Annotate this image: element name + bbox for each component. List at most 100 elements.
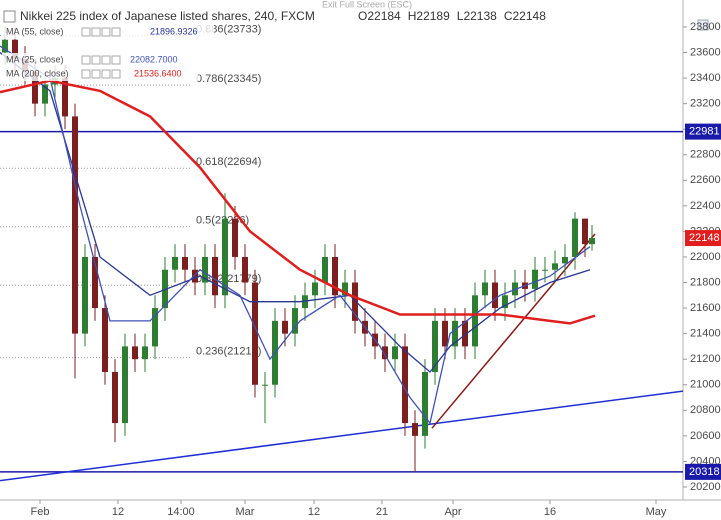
candle-body [232, 218, 238, 257]
symbol-icon [3, 10, 16, 23]
x-tick-label: May [646, 506, 667, 518]
x-tick-label: Feb [31, 506, 50, 518]
level-label: 22981 [689, 126, 720, 138]
candle-body [402, 346, 408, 424]
price-label: 22148 [689, 232, 720, 244]
candle-body [212, 256, 218, 296]
level-label: 20318 [689, 466, 720, 478]
candle-body [422, 371, 428, 436]
candle-body [462, 320, 468, 347]
legend-icon [91, 27, 101, 37]
candle-body [352, 282, 358, 321]
trendline [0, 390, 684, 482]
candle-body [32, 71, 38, 104]
candle-body [322, 256, 328, 283]
quote-key: L [457, 9, 464, 23]
y-tick-label: 23400 [690, 72, 721, 84]
legend-icon [111, 69, 121, 79]
y-tick-label: 21200 [690, 353, 721, 365]
legend-name: MA (25, close) [6, 54, 64, 64]
candle-body [502, 295, 508, 309]
y-tick-label: 20200 [690, 481, 721, 493]
x-tick-label: 12 [112, 506, 124, 518]
candle-body [172, 256, 178, 270]
y-tick-label: 23600 [690, 46, 721, 58]
y-tick-label: 22600 [690, 174, 721, 186]
y-tick-label: 23200 [690, 98, 721, 110]
candle-body [222, 218, 228, 296]
quote-value: 22148 [513, 9, 547, 23]
candle-body [42, 84, 48, 104]
legend-icon [81, 69, 91, 79]
candle-body [312, 282, 318, 296]
candle-body [532, 269, 538, 289]
quote-value: 22138 [463, 9, 497, 23]
y-tick-label: 22800 [690, 149, 721, 161]
legend-name: MA (55, close) [6, 26, 64, 36]
candle-body [82, 256, 88, 334]
candle-body [382, 346, 388, 360]
legend-icon [91, 55, 101, 65]
legend-name: MA (200, close) [6, 68, 69, 78]
candle-body [412, 423, 418, 436]
candle-body [142, 346, 148, 360]
y-tick-label: 21600 [690, 302, 721, 314]
candle-body [102, 308, 108, 372]
legend-value: 21896.9326 [150, 26, 198, 36]
legend-value: 21536.6400 [134, 68, 182, 78]
legend-icon [81, 27, 91, 37]
candle-body [442, 320, 448, 347]
legend-icon [101, 69, 111, 79]
candle-body [292, 308, 298, 334]
trendline [431, 233, 596, 429]
y-tick-label: 20600 [690, 430, 721, 442]
candle-body [392, 346, 398, 360]
y-tick-label: 23800 [690, 21, 721, 33]
candle-body [252, 282, 258, 385]
legend-icon [101, 27, 111, 37]
candle-body [452, 320, 458, 347]
y-tick-label: 21800 [690, 276, 721, 288]
candle-body [582, 218, 588, 245]
candle-body [552, 263, 558, 270]
candle-body [2, 39, 8, 53]
candle-body [589, 238, 595, 245]
candle-body [152, 308, 158, 347]
candle-body [92, 256, 98, 309]
candle-body [562, 256, 568, 264]
candle-body [132, 346, 138, 360]
candle-body [262, 384, 268, 386]
candle-body [12, 39, 18, 59]
candle-body [62, 78, 68, 117]
x-tick-label: Mar [236, 506, 255, 518]
fib-label: 0.236(21212) [196, 346, 261, 358]
y-tick-label: 20800 [690, 404, 721, 416]
quote-key: H [408, 9, 417, 23]
candle-body [542, 269, 548, 271]
x-tick-label: 12 [308, 506, 320, 518]
candle-body [122, 346, 128, 424]
chart-title: Nikkei 225 index of Japanese listed shar… [20, 9, 315, 23]
fib-label: 0.786(23345) [196, 73, 261, 85]
y-tick-label: 21000 [690, 379, 721, 391]
overlay: Nikkei 225 index of Japanese listed shar… [2, 0, 546, 81]
legend-icon [81, 55, 91, 65]
legend-value: 22082.7000 [130, 54, 178, 64]
x-tick-label: 14:00 [167, 506, 195, 518]
quote-key: C [504, 9, 513, 23]
legend-bg [2, 25, 214, 39]
quote-value: 22189 [416, 9, 450, 23]
quote-value: 22184 [367, 9, 401, 23]
add-icon[interactable] [697, 19, 709, 31]
fullscreen-hint[interactable]: Exit Full Screen (ESC) [322, 0, 412, 9]
legend-bg [2, 53, 194, 67]
candle-body [472, 295, 478, 347]
candle-body [112, 371, 118, 424]
x-tick-label: Apr [444, 506, 461, 518]
candle-body [572, 218, 578, 257]
x-tick-label: 21 [376, 506, 388, 518]
legend-icon [111, 55, 121, 65]
y-tick-label: 22400 [690, 200, 721, 212]
